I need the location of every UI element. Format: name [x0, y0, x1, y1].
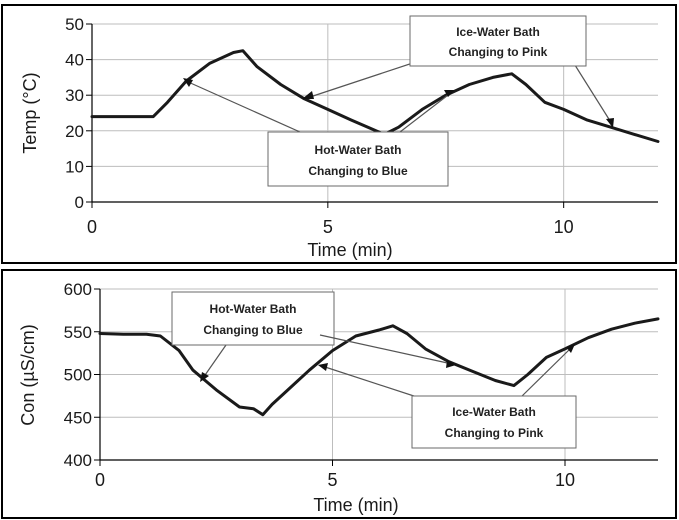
conductivity-annotation-hot-leader	[202, 344, 227, 379]
temp-y-tick-label: 0	[75, 193, 84, 212]
conductivity-y-axis-title: Con (µS/cm)	[18, 324, 38, 425]
conductivity-annotation-hot-line-2: Changing to Blue	[203, 323, 303, 337]
conductivity-y-tick-label: 600	[64, 280, 92, 299]
temp-annotation-ice-line-1: Ice-Water Bath	[456, 25, 540, 39]
conductivity-annotation-hot-line-1: Hot-Water Bath	[210, 302, 297, 316]
temp-x-tick-label: 5	[323, 217, 333, 237]
temp-annotation-hot-arrow-1	[183, 78, 193, 87]
conductivity-annotation-ice-line-1: Ice-Water Bath	[452, 405, 536, 419]
temp-annotation-ice-box	[409, 15, 587, 67]
temp-y-axis-title: Temp (°C)	[20, 72, 40, 153]
temp-annotation-hot-leader-2	[399, 91, 453, 133]
temp-y-tick-label: 40	[65, 51, 84, 70]
conductivity-y-tick-label: 500	[64, 366, 92, 385]
conductivity-series-line	[98, 317, 660, 417]
conductivity-annotation-ice-water: Ice-Water Bath Changing to Pink	[318, 334, 577, 449]
temp-x-tick-label: 10	[554, 217, 574, 237]
conductivity-x-tick-label: 0	[95, 470, 105, 490]
conductivity-annotation-hot-water: Hot-Water Bath Changing to Blue	[171, 291, 335, 382]
temp-annotation-ice-water: Ice-Water Bath Changing to Pink	[302, 15, 614, 128]
conductivity-annotation-ice-arrow-2	[318, 363, 328, 371]
conductivity-annotation-ice-box	[411, 395, 577, 449]
conductivity-x-axis-title: Time (min)	[313, 495, 398, 515]
temp-annotation-hot-leader-1	[185, 80, 301, 133]
conductivity-annotation-ice-line-2: Changing to Pink	[445, 426, 544, 440]
conductivity-y-tick-label: 450	[64, 408, 92, 427]
temp-y-tick-label: 20	[65, 122, 84, 141]
temp-x-tick-label: 0	[87, 217, 97, 237]
temp-annotation-hot-box	[267, 131, 449, 187]
temp-axes: 0 10 20 30 40 50 0 5 10	[65, 15, 658, 237]
temp-y-tick-label: 30	[65, 86, 84, 105]
conductivity-annotation-ice-leader-2	[321, 365, 421, 399]
temp-annotation-hot-water: Hot-Water Bath Changing to Blue	[183, 78, 455, 187]
conductivity-y-tick-label: 400	[64, 451, 92, 470]
conductivity-x-tick-label: 5	[327, 470, 337, 490]
temp-series-line	[90, 49, 660, 143]
conductivity-axes: 400 450 500 550 600 0 5 10	[64, 280, 658, 490]
temp-annotation-hot-arrow-2	[444, 90, 455, 97]
temp-chart-panel: 0 10 20 30 40 50 0 5 10 Ice-Water Bath Changing …	[1, 4, 677, 264]
conductivity-annotation-hot-arrow	[200, 372, 209, 382]
temp-annotation-hot-line-1: Hot-Water Bath	[315, 143, 402, 157]
conductivity-chart-panel: 400 450 500 550 600 0 5 10 Hot-Water Bath Chang…	[1, 269, 677, 519]
conductivity-annotation-hot-box	[171, 291, 335, 346]
temp-x-axis-title: Time (min)	[307, 240, 392, 260]
conductivity-annotation-ice-arrow-1	[446, 360, 456, 368]
temp-y-tick-label: 10	[65, 157, 84, 176]
temp-y-tick-label: 50	[65, 15, 84, 34]
conductivity-x-tick-label: 10	[555, 470, 575, 490]
conductivity-annotation-ice-leader-1	[319, 334, 453, 365]
conductivity-annotation-ice-leader-3	[519, 346, 573, 399]
temp-annotation-hot-line-2: Changing to Blue	[308, 164, 408, 178]
conductivity-annotation-ice-arrow-3	[566, 344, 575, 353]
temp-annotation-ice-arrow-2	[606, 118, 614, 128]
temp-annotation-ice-line-2: Changing to Pink	[449, 45, 548, 59]
conductivity-y-tick-label: 550	[64, 323, 92, 342]
temp-annotation-ice-arrow-1	[302, 91, 314, 99]
